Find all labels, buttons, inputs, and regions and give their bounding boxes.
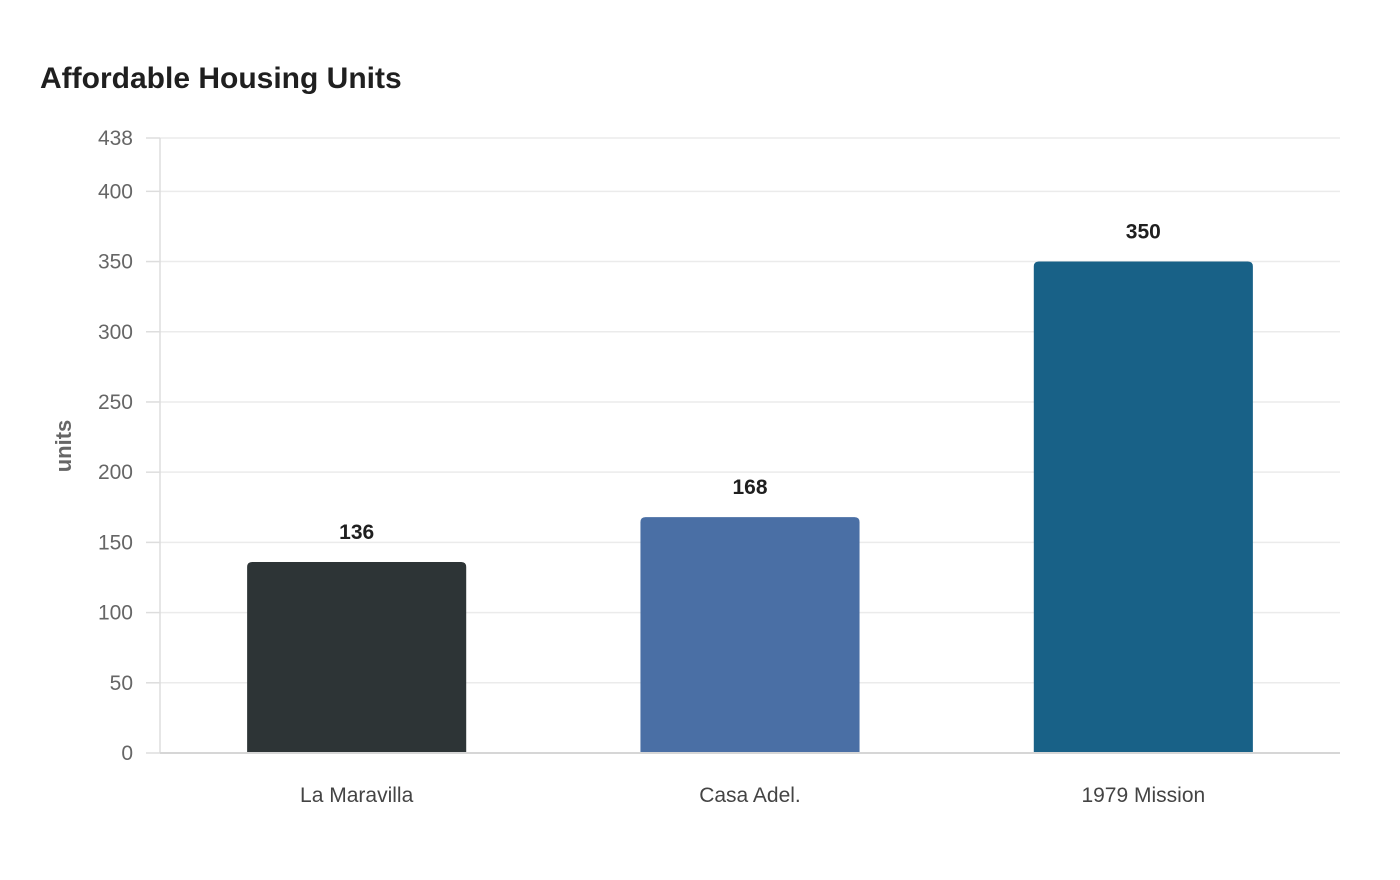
x-tick-label: La Maravilla [300, 784, 414, 807]
bar-value-label: 168 [732, 476, 767, 499]
y-tick-label: 400 [98, 180, 133, 203]
y-tick-label: 0 [121, 742, 133, 765]
data-labels: 136 La Maravilla 168 Casa Adel. 350 1979 Miss… [160, 221, 1340, 807]
x-tick-label: 1979 Mission [1081, 784, 1205, 807]
y-tick-label: 250 [98, 391, 133, 414]
bar-value-label: 136 [339, 521, 374, 544]
y-tick-label: 200 [98, 461, 133, 484]
axes: 0 50 100 150 200 250 300 350 400 438 [98, 127, 161, 765]
y-tick-label: 50 [110, 672, 133, 695]
bar-casa-adel [640, 517, 860, 753]
x-tick-label: Casa Adel. [699, 784, 801, 807]
chart-title: Affordable Housing Units [40, 62, 402, 95]
bar-1979-mission [1033, 261, 1253, 753]
bar-value-label: 350 [1126, 221, 1161, 244]
bars [247, 261, 1253, 753]
y-tick-label: 150 [98, 531, 133, 554]
y-tick-label: 100 [98, 602, 133, 625]
y-tick-label: 300 [98, 321, 133, 344]
bar-la-maravilla [247, 562, 467, 753]
y-tick-label: 350 [98, 251, 133, 274]
y-tick-label: 438 [98, 127, 133, 150]
y-axis-label: units [51, 420, 76, 473]
